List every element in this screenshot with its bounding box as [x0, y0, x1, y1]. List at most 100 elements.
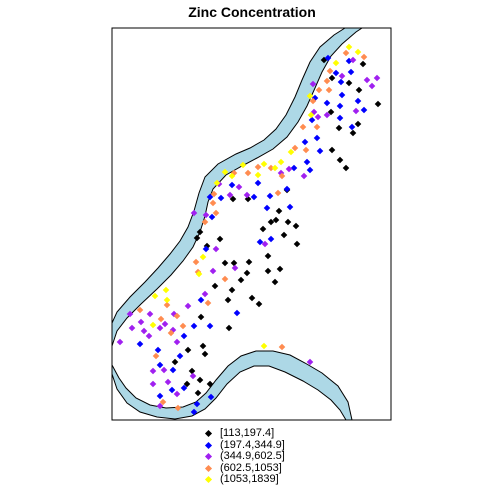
sample-point: [149, 321, 157, 329]
sample-point: [328, 146, 336, 154]
sample-point: [286, 203, 294, 211]
sample-point: [248, 294, 256, 302]
sample-point: [303, 158, 311, 166]
sample-point: [199, 342, 207, 350]
sample-point: [199, 253, 207, 261]
sample-point: [307, 111, 315, 119]
sample-point: [313, 134, 321, 142]
sample-point: [226, 191, 234, 199]
sample-point: [276, 265, 284, 273]
sample-point: [126, 310, 134, 318]
sample-point: [213, 179, 221, 187]
legend-label: (344.9,602.5]: [220, 450, 285, 463]
sample-point: [140, 327, 148, 335]
sample-point: [336, 156, 344, 164]
sample-point: [373, 74, 381, 82]
sample-point: [328, 74, 336, 82]
legend-label: (197.4,344.9]: [220, 438, 285, 451]
sample-point: [292, 222, 300, 230]
sample-point: [338, 91, 346, 99]
sample-point: [162, 286, 170, 294]
sample-point: [180, 384, 188, 392]
legend-marker: [204, 464, 213, 472]
river-upper: [111, 27, 364, 347]
sample-point: [326, 67, 334, 75]
sample-point: [355, 86, 363, 94]
sample-point: [271, 164, 279, 172]
sample-point: [197, 296, 205, 304]
sample-point: [254, 171, 262, 179]
sample-point: [301, 138, 309, 146]
sample-point: [190, 322, 198, 330]
sample-point: [207, 393, 215, 401]
sample-point: [160, 366, 168, 374]
sample-point: [325, 86, 333, 94]
sample-point: [271, 278, 279, 286]
sample-point: [161, 320, 169, 328]
sample-point: [228, 181, 236, 189]
sample-point: [201, 350, 209, 358]
sample-point: [300, 172, 308, 180]
sample-point: [159, 398, 167, 406]
sample-point: [302, 146, 310, 154]
sample-point: [324, 54, 332, 62]
sample-point: [287, 148, 295, 156]
sample-point: [173, 390, 181, 398]
sample-point: [163, 301, 171, 309]
sample-point: [149, 380, 157, 388]
sample-point: [293, 240, 301, 248]
sample-point: [306, 92, 314, 100]
sample-point: [245, 258, 253, 266]
sample-point: [235, 183, 243, 191]
sample-point: [260, 342, 268, 350]
sample-point: [231, 264, 239, 272]
sample-point: [196, 376, 204, 384]
sample-point: [211, 282, 219, 290]
sample-point: [145, 332, 153, 340]
sample-point: [267, 235, 275, 243]
sample-point: [345, 43, 353, 51]
sample-point: [254, 179, 262, 187]
sample-point: [204, 299, 212, 307]
sample-point: [192, 258, 200, 266]
sample-point: [197, 313, 205, 321]
sample-point: [261, 240, 269, 248]
sample-point: [212, 209, 220, 217]
sample-point: [156, 324, 164, 332]
sample-point: [221, 259, 229, 267]
sample-point: [277, 158, 285, 166]
sample-point: [263, 204, 271, 212]
sample-point: [201, 218, 209, 226]
sample-point: [264, 267, 272, 275]
sample-point: [157, 315, 165, 323]
sample-point: [255, 300, 263, 308]
sample-point: [323, 77, 331, 85]
sample-point: [193, 234, 201, 242]
sample-point: [309, 97, 317, 105]
sample-point: [116, 338, 124, 346]
sample-point: [316, 147, 324, 155]
sample-point: [309, 80, 317, 88]
legend-marker: [204, 476, 213, 484]
sample-point: [342, 164, 350, 172]
sample-point: [323, 111, 331, 119]
legend-item: (344.9,602.5]: [203, 451, 343, 463]
sample-point: [206, 322, 214, 330]
sample-point: [360, 53, 368, 61]
sample-point: [243, 191, 251, 199]
sample-point: [173, 312, 181, 320]
sample-point: [216, 235, 224, 243]
sample-point: [230, 259, 238, 267]
sample-point: [212, 245, 220, 253]
sample-point: [152, 352, 160, 360]
sample-point: [137, 318, 145, 326]
sample-point: [210, 190, 218, 198]
sample-point: [284, 218, 292, 226]
legend-label: (602.5,1053]: [220, 461, 282, 474]
sample-point: [228, 172, 236, 180]
sample-point: [332, 59, 340, 67]
sample-point: [164, 378, 172, 386]
legend-label: [113,197.4]: [220, 427, 275, 440]
sample-point: [360, 106, 368, 114]
sample-point: [244, 169, 252, 177]
